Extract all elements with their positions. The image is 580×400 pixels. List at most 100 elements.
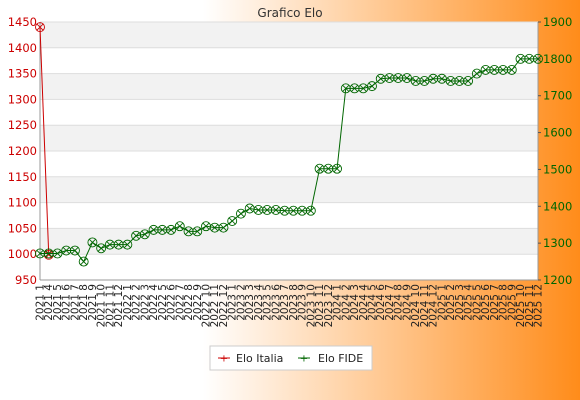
data-point-elo-fide bbox=[506, 64, 517, 75]
legend-box bbox=[209, 345, 373, 371]
right-tick-label: 1700 bbox=[543, 89, 572, 103]
data-point-elo-fide bbox=[96, 243, 107, 254]
grid-band bbox=[40, 125, 538, 151]
data-point-elo-fide bbox=[122, 239, 133, 250]
data-point-elo-fide bbox=[367, 81, 377, 92]
x-tick-label: 2024 9 bbox=[401, 284, 413, 321]
x-tick-label: 2023 10 bbox=[305, 284, 317, 327]
left-tick-label: 1050 bbox=[8, 221, 37, 235]
x-tick-label: 2022 2 bbox=[131, 284, 143, 321]
right-axis: 1200 1300 1400 1500 1600 1700 1800 1900 bbox=[537, 15, 572, 287]
legend-marker-elo-italia: + bbox=[220, 354, 228, 365]
x-tick-label: 2022 3 bbox=[139, 284, 151, 321]
x-tick-label: 2022 1 bbox=[122, 284, 134, 321]
data-point-elo-fide bbox=[218, 222, 229, 233]
data-point-elo-italia bbox=[35, 22, 45, 33]
left-tick-label: 1350 bbox=[8, 67, 37, 81]
x-tick-label: 2025 1 bbox=[436, 284, 448, 321]
x-tick-label: 2024 7 bbox=[384, 284, 396, 321]
left-tick-label: 950 bbox=[15, 273, 37, 287]
data-point-elo-fide bbox=[270, 205, 281, 215]
x-tick-label: 2024 6 bbox=[375, 284, 387, 321]
x-tick-label: 2024 2 bbox=[340, 284, 352, 321]
x-tick-label: 2021 12 bbox=[113, 284, 125, 327]
data-point-elo-fide bbox=[61, 245, 72, 256]
left-tick-label: 1450 bbox=[8, 15, 37, 29]
x-tick-label: 2021 9 bbox=[87, 284, 99, 321]
x-tick-label: 2022 6 bbox=[166, 284, 178, 321]
x-tick-label: 2023 2 bbox=[235, 284, 247, 321]
x-tick-label: 2024 11 bbox=[419, 284, 431, 327]
x-tick-label: 2022 5 bbox=[157, 284, 169, 321]
x-tick-label: 2021 10 bbox=[96, 284, 108, 327]
x-tick-label: 2021 11 bbox=[104, 284, 116, 327]
x-tick-label: 2022 12 bbox=[218, 284, 230, 327]
x-tick-label: 2023 12 bbox=[323, 284, 335, 327]
grid-band bbox=[40, 73, 538, 100]
data-point-elo-fide bbox=[87, 237, 98, 248]
x-tick-label: 2023 1 bbox=[227, 284, 239, 321]
right-tick-label: 1300 bbox=[543, 236, 572, 250]
data-point-elo-fide bbox=[139, 229, 150, 240]
chart-title: Grafico Elo bbox=[257, 6, 322, 20]
x-tick-label: 2021 4 bbox=[43, 284, 55, 321]
legend-marker-elo-fide: + bbox=[300, 354, 308, 365]
x-tick-label: 2023 7 bbox=[279, 284, 291, 321]
data-point-elo-fide bbox=[428, 73, 439, 84]
x-tick-label: 2025 5 bbox=[471, 284, 483, 321]
data-point-elo-fide bbox=[157, 224, 168, 235]
left-tick-label: 1250 bbox=[8, 118, 37, 132]
data-point-elo-fide bbox=[52, 248, 63, 259]
data-point-elo-fide bbox=[332, 163, 343, 174]
x-tick-label: 2025 12 bbox=[533, 284, 545, 327]
x-tick-label: 2022 10 bbox=[201, 284, 213, 327]
left-tick-label: 1100 bbox=[8, 196, 37, 210]
right-tick-label: 1200 bbox=[543, 273, 572, 287]
x-tick-label: 2021 8 bbox=[78, 284, 90, 321]
data-point-elo-fide bbox=[69, 245, 80, 256]
left-tick-label: 1000 bbox=[8, 247, 37, 261]
x-tick-label: 2023 6 bbox=[270, 284, 282, 321]
x-tick-label: 2025 2 bbox=[445, 284, 457, 321]
x-tick-label: 2025 10 bbox=[515, 284, 527, 327]
x-tick-label: 2021 6 bbox=[61, 284, 73, 321]
data-point-elo-fide bbox=[78, 256, 89, 267]
legend: + Elo Italia + Elo FIDE bbox=[209, 345, 373, 371]
series-line-elo-italia bbox=[39, 27, 50, 255]
x-tick-label: 2025 7 bbox=[489, 284, 501, 321]
series-layer bbox=[35, 22, 543, 267]
x-tick-label: 2023 4 bbox=[253, 284, 265, 321]
x-tick-label: 2022 11 bbox=[209, 284, 221, 327]
right-tick-label: 1400 bbox=[543, 199, 572, 213]
x-tick-label: 2025 11 bbox=[524, 284, 536, 327]
x-tick-label: 2025 6 bbox=[480, 284, 492, 321]
data-point-elo-fide bbox=[166, 224, 177, 235]
data-point-elo-fide bbox=[471, 68, 482, 79]
x-tick-label: 2024 1 bbox=[332, 284, 344, 321]
left-tick-label: 1300 bbox=[8, 92, 37, 106]
data-point-elo-fide bbox=[192, 226, 203, 237]
x-tick-label: 2022 8 bbox=[183, 284, 195, 321]
legend-label-elo-italia: Elo Italia bbox=[236, 352, 283, 365]
x-tick-label: 2023 3 bbox=[244, 284, 256, 321]
x-tick-label: 2023 11 bbox=[314, 284, 326, 327]
x-tick-label: 2024 12 bbox=[428, 284, 440, 327]
legend-label-elo-fide: Elo FIDE bbox=[318, 352, 363, 365]
x-tick-label: 2022 4 bbox=[148, 284, 160, 321]
data-point-elo-fide bbox=[174, 221, 185, 232]
left-tick-label: 1200 bbox=[8, 144, 37, 158]
x-tick-label: 2025 3 bbox=[454, 284, 466, 321]
data-point-elo-fide bbox=[401, 73, 412, 83]
x-tick-label: 2025 4 bbox=[463, 284, 475, 321]
left-tick-label: 1400 bbox=[8, 41, 37, 55]
right-tick-label: 1600 bbox=[543, 126, 572, 140]
x-tick-label: 2022 9 bbox=[192, 284, 204, 321]
left-tick-label: 1150 bbox=[8, 170, 37, 184]
x-tick-label: 2024 8 bbox=[393, 284, 405, 321]
left-axis: 950 1000 1050 1100 1150 1200 1250 1300 1350 1400 1… bbox=[8, 15, 41, 287]
right-tick-label: 1900 bbox=[543, 15, 572, 29]
right-tick-label: 1800 bbox=[543, 52, 572, 66]
